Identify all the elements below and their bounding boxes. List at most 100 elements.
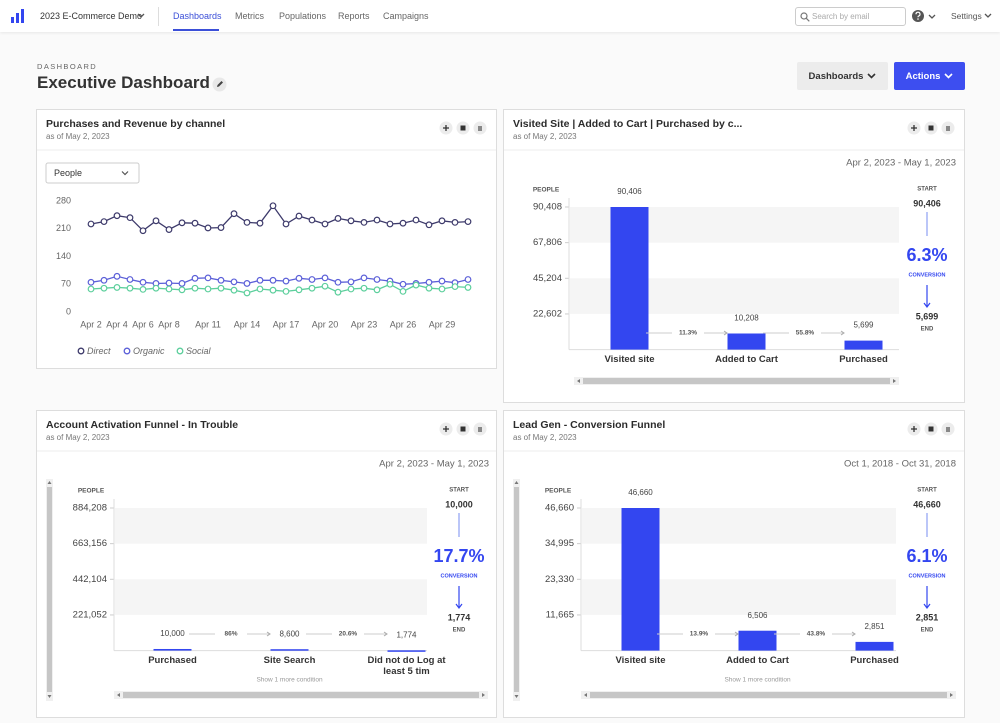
data-point [113, 212, 121, 220]
y-tick-label: 22,602 [533, 308, 562, 319]
v-scroll-thumb[interactable] [47, 487, 52, 692]
data-point [360, 274, 368, 282]
summary-conversion: 6.1% [906, 546, 947, 566]
summary-arrow [923, 302, 931, 308]
data-point [139, 227, 147, 235]
data-point [87, 220, 95, 228]
data-point [360, 219, 368, 226]
summary-start: 90,406 [913, 198, 941, 208]
data-point [321, 274, 329, 282]
legend-marker [123, 347, 131, 355]
data-point [360, 284, 368, 292]
data-point [230, 286, 238, 294]
nav-tab[interactable]: Dashboards [173, 11, 222, 21]
summary-conversion-label: CONVERSION [441, 573, 478, 579]
search-placeholder: Search by email [812, 12, 870, 21]
y-tick-label: 67,806 [533, 237, 562, 248]
separator [158, 7, 159, 26]
step-arrow [266, 631, 271, 637]
data-point [152, 217, 160, 225]
data-point [308, 276, 316, 283]
breadcrumb: DASHBOARD [37, 62, 98, 71]
data-point [425, 221, 433, 229]
data-point [438, 285, 446, 293]
data-point [87, 285, 95, 293]
step-conversion: 86% [224, 631, 237, 638]
view-selector[interactable] [45, 162, 140, 184]
step-arrow [851, 631, 856, 637]
legend-label: Social [186, 346, 212, 356]
data-point [191, 274, 199, 282]
data-point [451, 219, 459, 226]
data-point [425, 278, 433, 286]
value-label: 90,406 [617, 187, 642, 196]
category-label: Purchased [148, 655, 197, 666]
data-point [113, 272, 121, 280]
data-point [100, 218, 108, 226]
step-conversion: 11.3% [679, 330, 697, 337]
date-range: Apr 2, 2023 - May 1, 2023 [846, 158, 956, 169]
y-tick-label: 45,204 [533, 273, 562, 284]
data-point [87, 278, 95, 286]
card-canvas: Purchases and Revenue by channel as of Ma… [37, 118, 496, 356]
bar [270, 649, 309, 651]
dashboards-button[interactable]: Dashboards [797, 62, 888, 90]
search-box[interactable]: Search by email [795, 7, 906, 26]
date-range: Apr 2, 2023 - May 1, 2023 [379, 459, 489, 470]
summary-end-label: END [921, 628, 934, 634]
card-title: Account Activation Funnel - In Trouble [46, 419, 238, 431]
data-point [425, 284, 433, 292]
data-point [412, 281, 420, 289]
actions-button[interactable]: Actions [894, 62, 965, 90]
data-point [269, 276, 277, 284]
data-point [438, 217, 446, 225]
card-subtitle: as of May 2, 2023 [513, 433, 577, 442]
data-point [295, 274, 303, 282]
data-point [256, 276, 264, 284]
y-tick-label: 11,665 [546, 609, 574, 620]
footnote[interactable]: Show 1 more condition [724, 677, 791, 684]
settings[interactable]: Settings [951, 11, 982, 21]
data-point [126, 214, 134, 222]
summary-arrow [455, 603, 463, 609]
data-point [113, 284, 121, 291]
delete-icon [946, 126, 950, 131]
help-menu[interactable] [911, 9, 939, 23]
y-tick-label: 23,330 [545, 574, 574, 585]
h-scroll-thumb[interactable] [123, 692, 479, 698]
project-name[interactable]: 2023 E-Commerce Demo [40, 11, 143, 21]
nav-tab[interactable]: Reports [338, 11, 370, 21]
v-scroll-thumb[interactable] [514, 487, 519, 692]
data-point [243, 219, 251, 226]
series-line [90, 283, 469, 294]
data-point [321, 282, 329, 290]
value-label: 10,208 [734, 314, 759, 323]
h-scroll-thumb[interactable] [583, 378, 890, 384]
edit-button[interactable] [212, 77, 227, 92]
nav-tab[interactable]: Metrics [235, 11, 264, 21]
data-point [100, 284, 108, 292]
nav-tab[interactable]: Populations [279, 11, 327, 21]
footnote[interactable]: Show 1 more condition [256, 677, 323, 684]
bar [610, 207, 649, 350]
summary-end: 5,699 [916, 311, 939, 321]
data-point [334, 288, 342, 296]
y-tick-label: 140 [56, 251, 71, 261]
data-point [373, 216, 381, 224]
h-scroll-thumb[interactable] [590, 692, 947, 698]
nav-tab[interactable]: Campaigns [383, 11, 429, 21]
y-tick-label: 34,995 [545, 538, 574, 549]
value-label: 10,000 [160, 629, 185, 638]
step-arrow [383, 631, 388, 637]
x-tick-label: Apr 26 [390, 319, 417, 329]
data-point [230, 278, 238, 286]
summary-end: 2,851 [916, 612, 939, 622]
y-axis-label: PEOPLE [545, 488, 572, 495]
summary-start-label: START [449, 488, 469, 494]
data-point [126, 284, 134, 292]
expand-icon [460, 426, 466, 432]
summary-start-label: START [917, 488, 937, 494]
x-tick-label: Apr 6 [132, 319, 154, 329]
logo[interactable] [10, 8, 26, 24]
summary-conversion-label: CONVERSION [909, 573, 946, 579]
